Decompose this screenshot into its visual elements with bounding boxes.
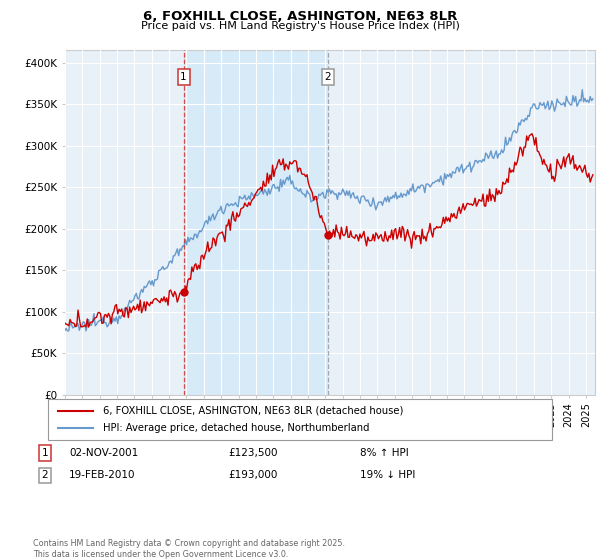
Text: 2: 2 [325,72,331,82]
Text: Price paid vs. HM Land Registry's House Price Index (HPI): Price paid vs. HM Land Registry's House … [140,21,460,31]
Text: 19% ↓ HPI: 19% ↓ HPI [360,470,415,480]
Text: 2: 2 [41,470,49,480]
Text: 8% ↑ HPI: 8% ↑ HPI [360,448,409,458]
Text: 1: 1 [41,448,49,458]
Text: 02-NOV-2001: 02-NOV-2001 [69,448,138,458]
Text: 1: 1 [181,72,187,82]
Text: £123,500: £123,500 [228,448,277,458]
Text: £193,000: £193,000 [228,470,277,480]
FancyBboxPatch shape [48,399,552,440]
Text: HPI: Average price, detached house, Northumberland: HPI: Average price, detached house, Nort… [103,423,370,433]
Text: 6, FOXHILL CLOSE, ASHINGTON, NE63 8LR: 6, FOXHILL CLOSE, ASHINGTON, NE63 8LR [143,10,457,22]
Text: 6, FOXHILL CLOSE, ASHINGTON, NE63 8LR (detached house): 6, FOXHILL CLOSE, ASHINGTON, NE63 8LR (d… [103,405,404,416]
Text: 19-FEB-2010: 19-FEB-2010 [69,470,136,480]
Text: Contains HM Land Registry data © Crown copyright and database right 2025.
This d: Contains HM Land Registry data © Crown c… [33,539,345,559]
Bar [184,50,328,395]
